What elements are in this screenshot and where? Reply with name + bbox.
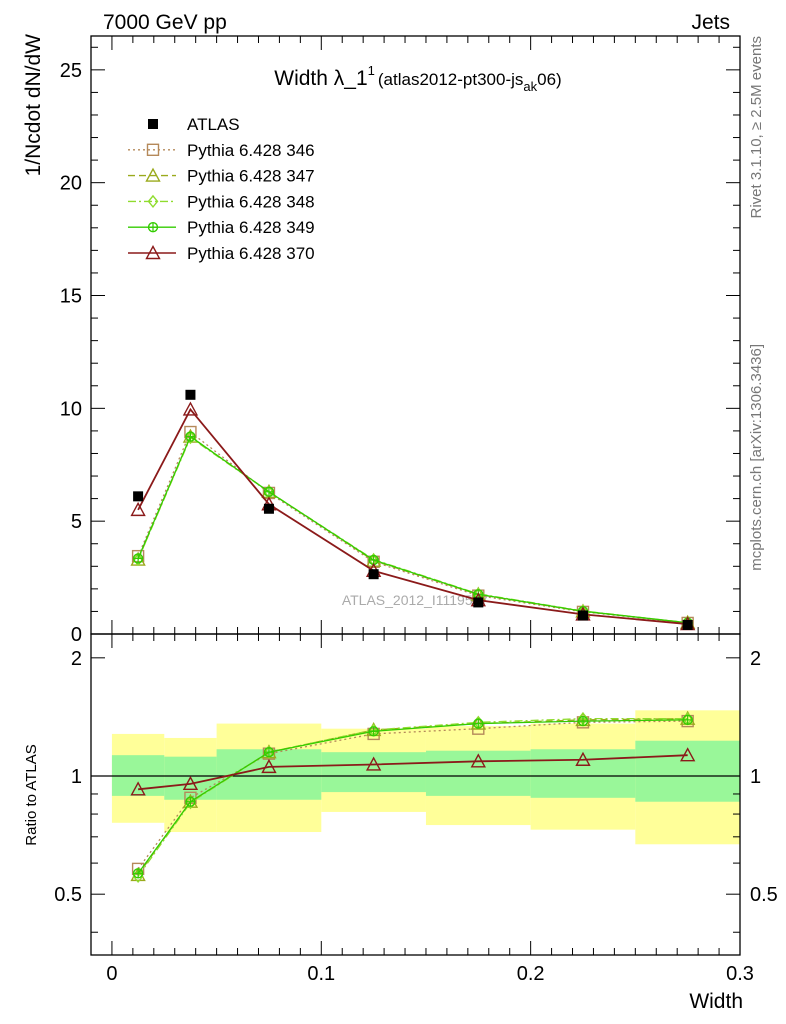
ratio-series-5 — [130, 747, 696, 796]
legend-label: Pythia 6.428 348 — [187, 192, 315, 211]
ratio-point — [130, 781, 146, 796]
legend-entry: Pythia 6.428 347 — [128, 167, 315, 186]
ratio-point — [368, 726, 379, 737]
plot-title-tag-sub: ak — [523, 79, 537, 94]
series-point — [132, 552, 144, 567]
ratio-point — [473, 718, 484, 729]
band-stat — [425, 750, 531, 796]
plot-title-sup: 1 — [368, 63, 375, 78]
ratio-point — [182, 775, 199, 791]
data-point — [682, 619, 693, 630]
plot-title: Width λ_11 (atlas2012-pt300-jsak06) — [274, 63, 561, 94]
data-point — [577, 610, 588, 621]
legend-entry: Pythia 6.428 370 — [128, 244, 315, 263]
x-tick-label: 0.1 — [307, 963, 335, 985]
legend-label: Pythia 6.428 346 — [187, 141, 315, 160]
legend-entry: Pythia 6.428 349 — [128, 218, 315, 237]
band-stat — [530, 749, 636, 798]
legend-label: Pythia 6.428 349 — [187, 218, 315, 237]
header-right: Jets — [691, 11, 730, 34]
legend-entry: ATLAS — [148, 115, 240, 134]
rivet-label: Rivet 3.1.10, ≥ 2.5M events — [748, 36, 765, 219]
watermark: ATLAS_2012_I1119557 — [342, 592, 489, 608]
ratio-point — [365, 756, 382, 771]
ratio-y-tick-label: 0.5 — [54, 884, 82, 906]
legend-marker — [145, 167, 161, 182]
x-axis-label: Width — [689, 990, 743, 1013]
series-point — [182, 401, 199, 416]
ratio-frame — [90, 633, 741, 956]
x-tick-label: 0.2 — [517, 963, 545, 985]
data-point — [473, 597, 484, 608]
mcplots-label: mcplots.cern.ch [arXiv:1306.3436] — [748, 344, 765, 571]
ratio-point — [577, 715, 589, 727]
y-tick-label: 10 — [60, 398, 82, 420]
y-tick-label: 5 — [71, 511, 82, 533]
ratio-point — [263, 746, 275, 758]
ratio-point — [132, 869, 144, 884]
ratio-point — [679, 747, 696, 762]
ratio-point — [470, 753, 486, 768]
data-point — [263, 503, 274, 514]
ratio-y-tick-label: 1 — [71, 766, 82, 788]
legend-label: Pythia 6.428 370 — [187, 244, 315, 263]
ratio-point — [185, 796, 196, 810]
ratio-point — [132, 868, 144, 879]
ratio-point — [261, 758, 277, 774]
x-tick-label: 0.3 — [726, 963, 754, 985]
ratio-y-tick-label-right: 1 — [750, 766, 761, 788]
plot-title-main: Width λ_1 — [274, 67, 367, 90]
band-stat — [635, 740, 740, 802]
x-tick-label: 0 — [106, 963, 117, 985]
ratio-series-4 — [132, 714, 693, 879]
ratio-y-tick-label-right: 0.5 — [750, 884, 778, 906]
ratio-panel: 0.5 0.5 1 1 2 2 0 0.1 0.2 0.3 — [54, 633, 778, 985]
data-point — [133, 491, 144, 502]
header-left: 7000 GeV pp — [103, 11, 227, 34]
main-panel: ATLAS_2012_I1119557 0 5 10 15 20 25 ATLAS Pyth… — [60, 35, 741, 646]
series-point — [263, 486, 275, 498]
data-atlas — [133, 389, 693, 630]
ratio-y-tick-label-right: 2 — [750, 648, 761, 670]
legend-marker — [148, 119, 158, 129]
legend-marker — [147, 221, 159, 233]
plot-title-tag: (atlas2012-pt300-js — [378, 70, 524, 89]
legend-entry: Pythia 6.428 348 — [128, 192, 315, 211]
ratio-y-tick-label: 2 — [71, 648, 82, 670]
y-tick-label: 20 — [60, 173, 82, 195]
y-tick-label: 0 — [71, 624, 82, 646]
y-tick-label: 15 — [60, 286, 82, 308]
data-point — [368, 569, 379, 580]
legend-label: Pythia 6.428 347 — [187, 167, 315, 186]
y-tick-label: 25 — [60, 60, 82, 82]
ratio-y-axis-label: Ratio to ATLAS — [23, 744, 40, 845]
series-point — [130, 501, 146, 517]
legend-marker — [145, 245, 161, 260]
series-point — [185, 431, 196, 445]
ratio-point — [263, 745, 275, 759]
main-y-axis-label: 1/Ncdot dN/dW — [22, 34, 45, 177]
legend-label: ATLAS — [187, 115, 240, 134]
legend-marker — [147, 194, 159, 209]
ratio-series-line — [138, 754, 688, 791]
legend-entry: Pythia 6.428 346 — [128, 141, 315, 160]
ratio-point — [185, 796, 196, 807]
plot-title-tag-end: 06) — [537, 70, 562, 89]
series-point — [185, 431, 196, 442]
ratio-point — [682, 714, 693, 726]
legend: ATLAS Pythia 6.428 346 Pythia 6.428 347 Pyt… — [128, 115, 315, 263]
ratio-point — [575, 751, 591, 766]
legend-marker — [146, 143, 160, 157]
series-point — [132, 553, 144, 564]
data-point — [185, 389, 196, 400]
